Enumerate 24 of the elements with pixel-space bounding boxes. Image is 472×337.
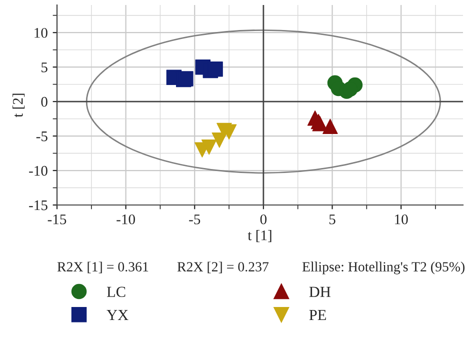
legend-label: PE [309,310,326,320]
x-tick-label: 5 [329,214,336,224]
point [201,139,217,155]
x-tick-label: -10 [116,214,135,224]
x-tick-label: -15 [48,214,66,224]
y-tick-label: 5 [42,62,48,72]
y-tick-label: 0 [41,96,48,107]
point [322,118,338,134]
y-tick-label: 10 [34,28,48,38]
x-axis-title: t [1] [248,230,272,242]
text: R2X [2] = 0.237 [177,262,269,274]
point [342,82,358,97]
y-tick-label: -15 [29,200,48,210]
y-tick-label: -10 [29,166,48,176]
text: Ellipse: Hotelling's T2 (95%) [302,262,465,274]
x-tick-label: -5 [189,214,200,224]
legend-label: DH [309,286,330,297]
x-tick-label: 10 [395,214,408,224]
text: R2X [1] = 0.361 [57,262,148,274]
legend-label: YX [106,310,128,320]
y-tick-label: -5 [36,132,48,142]
legend-label: LC [106,286,126,298]
x-tick-label: 0 [260,214,267,224]
y-axis-title: t [2] [12,94,25,118]
